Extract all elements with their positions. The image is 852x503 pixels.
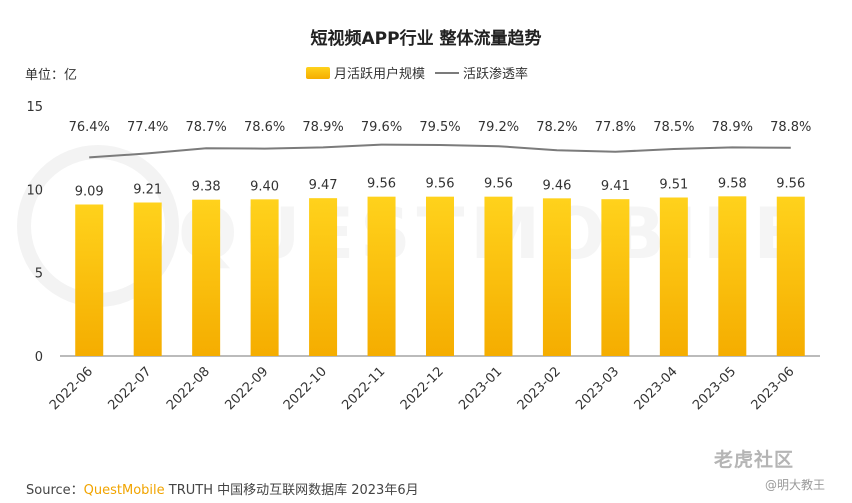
bar [484,196,513,356]
bar [75,204,104,356]
rate-value-label: 78.8% [770,120,811,135]
bar-value-label: 9.56 [484,177,513,192]
y-tick-label: 5 [35,267,43,282]
bar-value-label: 9.40 [250,179,279,194]
unit-label: 单位：亿 [25,68,78,83]
x-tick-label: 2022-11 [339,364,388,413]
bar-value-label: 9.56 [367,177,396,192]
legend-bar-swatch [306,66,330,79]
bar [250,199,279,356]
watermark-logo: 老虎社区 [714,449,795,471]
bar-value-label: 9.47 [309,178,338,193]
bar-value-label: 9.09 [75,185,104,200]
rate-line [89,143,791,159]
x-tick-label: 2022-08 [164,364,213,413]
x-axis-labels: 2022-06 2022-07 2022-08 2022-09 2022-10 2022-… [47,364,798,413]
bar-value-label: 9.46 [542,178,571,193]
bar [367,196,396,356]
x-tick-label: 2023-02 [515,364,564,413]
rate-value-label: 78.9% [302,120,343,135]
bar-value-label: 9.41 [601,179,630,194]
bar [776,196,805,356]
rate-value-label: 78.9% [712,120,753,135]
bar-value-label: 9.56 [426,177,455,192]
rate-value-label: 77.8% [595,120,636,135]
x-tick-label: 2023-05 [690,364,739,413]
y-tick-label: 10 [26,183,43,198]
bar [192,199,221,356]
bar [659,197,688,356]
x-tick-label: 2022-12 [398,364,447,413]
legend-line-label: 活跃渗透率 [463,67,529,82]
y-tick-label: 15 [26,100,43,115]
rate-value-label: 79.5% [419,120,460,135]
x-tick-label: 2023-04 [632,364,681,413]
chart-title: 短视频APP行业 整体流量趋势 [310,29,542,49]
rate-value-label: 78.6% [244,120,285,135]
bar-labels: 9.09 9.21 9.38 9.40 9.47 9.56 9.56 9.56 9.46 9.41… [75,176,805,199]
bar [718,196,747,356]
rate-value-label: 78.2% [536,120,577,135]
x-tick-label: 2022-09 [222,364,271,413]
rate-value-label: 77.4% [127,120,168,135]
bar [426,196,454,356]
legend-line-swatch [435,71,460,74]
rate-value-label: 79.6% [361,120,402,135]
rate-value-label: 79.2% [478,120,519,135]
x-tick-label: 2022-10 [281,364,330,413]
watermark-author: @明大教王 [765,478,826,492]
y-axis: 0 5 10 15 [26,100,43,365]
legend: 月活跃用户规模 活跃渗透率 [306,63,528,82]
bar-value-label: 9.38 [192,180,221,195]
bars [75,196,805,356]
rate-value-label: 76.4% [69,120,110,135]
rate-value-label: 78.7% [185,120,226,135]
rate-labels: 76.4% 77.4% 78.7% 78.6% 78.9% 79.6% 79.5% 79.2%… [69,120,812,135]
x-tick-label: 2022-07 [105,364,154,413]
bar-value-label: 9.51 [659,178,688,193]
source-rest: TRUTH 中国移动互联网数据库 2023年6月 [164,483,419,498]
source-prefix: Source： [26,483,84,498]
x-tick-label: 2022-06 [47,364,96,413]
legend-bar-label: 月活跃用户规模 [334,67,426,82]
source-note: Source：QuestMobile TRUTH 中国移动互联网数据库 2023… [26,479,419,498]
y-tick-label: 0 [35,350,43,365]
bar [601,199,630,356]
source-brand: QuestMobile [83,483,165,498]
x-tick-label: 2023-01 [456,364,505,413]
bar-value-label: 9.21 [133,183,162,198]
bar [542,198,571,356]
bar-value-label: 9.58 [718,176,747,191]
bar [133,202,162,356]
x-tick-label: 2023-03 [573,364,622,413]
bar [309,198,338,356]
bar-value-label: 9.56 [776,177,805,192]
rate-value-label: 78.5% [653,120,694,135]
x-tick-label: 2023-06 [749,364,798,413]
